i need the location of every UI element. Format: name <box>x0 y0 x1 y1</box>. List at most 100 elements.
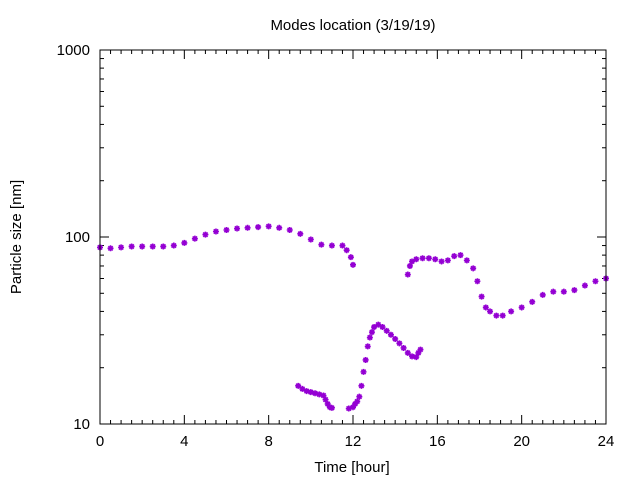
data-point <box>350 261 356 268</box>
data-point <box>307 389 314 396</box>
x-tick-label: 0 <box>96 433 104 450</box>
data-point <box>297 230 304 237</box>
data-point <box>451 253 458 260</box>
data-point <box>550 288 557 295</box>
data-point <box>299 385 306 392</box>
data-point <box>350 404 356 411</box>
x-tick-label: 20 <box>513 433 530 450</box>
data-point <box>415 349 422 356</box>
data-point <box>419 255 426 262</box>
data-point <box>406 262 413 269</box>
data-point <box>265 223 272 230</box>
data-point <box>404 349 411 356</box>
data-point <box>276 224 283 231</box>
x-tick-label: 8 <box>264 433 272 450</box>
data-point <box>322 396 329 403</box>
chart-title: Modes location (3/19/19) <box>270 17 435 34</box>
data-point <box>324 400 331 407</box>
data-point <box>354 398 361 405</box>
data-point <box>356 393 363 400</box>
data-point <box>339 242 346 249</box>
data-point <box>286 227 293 234</box>
data-point <box>352 400 359 407</box>
data-point <box>400 344 407 351</box>
data-point <box>181 239 188 246</box>
y-axis-label: Particle size [nm] <box>8 180 25 294</box>
data-point <box>529 298 536 305</box>
data-point <box>371 324 378 331</box>
y-tick-label: 1000 <box>57 42 90 59</box>
data-point <box>487 308 494 315</box>
y-tick-label: 10 <box>73 416 90 433</box>
data-point <box>518 304 525 311</box>
data-point <box>149 243 156 250</box>
data-point <box>362 356 369 363</box>
data-point <box>139 243 146 250</box>
data-point <box>343 247 350 254</box>
data-point <box>360 368 367 375</box>
data-point <box>379 324 386 331</box>
data-point <box>438 258 445 265</box>
data-point <box>295 382 302 389</box>
data-point <box>118 244 125 251</box>
data-point <box>444 257 451 264</box>
data-point <box>404 271 411 278</box>
axis-ticks: 0 4 8 12 16 20 24 10 100 1000 <box>57 42 615 450</box>
data-points <box>97 223 609 412</box>
data-point <box>581 282 588 289</box>
data-point <box>474 278 481 285</box>
data-point <box>470 265 477 272</box>
data-point <box>413 256 420 263</box>
data-point <box>107 245 114 252</box>
x-axis-label: Time [hour] <box>314 459 389 476</box>
data-point <box>478 293 485 300</box>
data-point <box>358 382 365 389</box>
data-point <box>375 321 382 328</box>
data-point <box>234 225 241 232</box>
data-point <box>255 224 262 231</box>
data-point <box>368 329 375 336</box>
x-tick-label: 12 <box>345 433 362 450</box>
x-tick-label: 24 <box>598 433 615 450</box>
data-point <box>128 243 135 250</box>
data-point <box>312 390 319 397</box>
data-point <box>463 257 470 264</box>
data-point <box>409 353 416 360</box>
data-point <box>223 227 230 234</box>
data-point <box>457 252 464 259</box>
data-point <box>432 256 439 263</box>
data-point <box>396 340 403 347</box>
data-point <box>320 392 327 399</box>
data-point <box>328 404 335 411</box>
data-point <box>345 405 352 412</box>
data-point <box>387 331 394 338</box>
data-point <box>592 278 599 285</box>
x-tick-label: 4 <box>180 433 188 450</box>
data-point <box>307 236 314 243</box>
data-point <box>244 224 251 231</box>
data-point <box>160 243 167 250</box>
data-point <box>482 304 489 311</box>
data-point <box>425 255 432 262</box>
data-point <box>413 354 420 361</box>
data-point <box>328 242 335 249</box>
data-point <box>202 231 209 238</box>
data-point <box>560 288 567 295</box>
data-point <box>366 334 373 341</box>
data-point <box>303 388 310 395</box>
data-point <box>499 312 506 319</box>
data-point <box>417 346 424 353</box>
x-tick-label: 16 <box>429 433 446 450</box>
data-point <box>508 308 515 315</box>
data-point <box>170 242 177 249</box>
data-point <box>364 343 371 350</box>
data-point <box>318 241 325 248</box>
data-point <box>571 287 578 294</box>
data-point <box>493 312 500 319</box>
data-point <box>383 327 390 334</box>
data-point <box>392 335 399 342</box>
data-point <box>409 258 416 265</box>
data-point <box>212 228 219 235</box>
data-point <box>316 391 323 398</box>
